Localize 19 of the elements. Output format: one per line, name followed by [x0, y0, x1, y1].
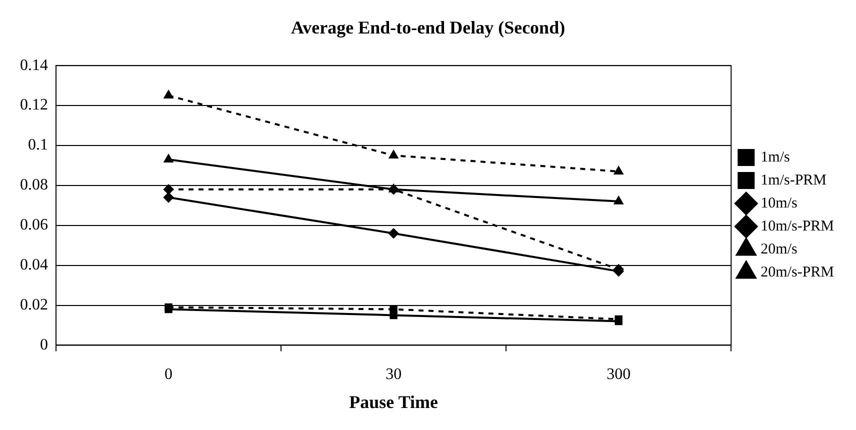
legend-label: 10m/s: [760, 195, 798, 212]
x-axis-title: Pause Time: [349, 392, 438, 412]
y-tick-label: 0: [40, 336, 48, 354]
y-tick-label: 0.1: [28, 136, 48, 154]
y-tick-label: 0.08: [20, 176, 48, 194]
x-tick-label: 30: [386, 366, 402, 384]
y-tick-label: 0.04: [20, 256, 48, 274]
chart-title: Average End-to-end Delay (Second): [290, 17, 566, 38]
y-tick-label: 0.12: [20, 96, 48, 114]
x-tick-label: 0: [164, 366, 173, 384]
legend-label: 10m/s-PRM: [760, 218, 834, 234]
legend-label: 20m/s-PRM: [760, 264, 834, 280]
x-tick-label: 300: [606, 366, 631, 384]
y-tick-label: 0.14: [20, 56, 48, 74]
y-tick-label: 0.02: [20, 296, 48, 314]
legend-label: 1m/s-PRM: [760, 172, 827, 188]
y-tick-label: 0.06: [20, 216, 48, 234]
legend-label: 1m/s: [760, 149, 790, 166]
legend-label: 20m/s: [760, 241, 798, 258]
